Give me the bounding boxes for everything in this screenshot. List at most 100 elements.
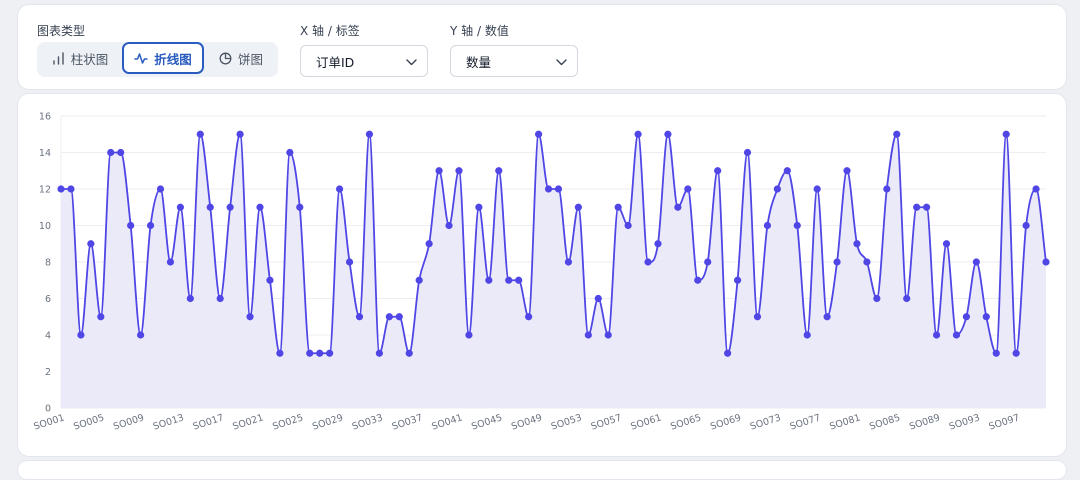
data-point xyxy=(176,203,184,211)
data-point xyxy=(525,313,533,321)
x-tick-label: SO069 xyxy=(709,412,742,432)
area-fill xyxy=(61,134,1046,408)
chevron-down-icon xyxy=(406,54,417,69)
data-point xyxy=(236,130,244,138)
data-point xyxy=(1042,258,1050,266)
y-axis-ticks: 0 2 4 6 8 10 12 14 16 xyxy=(39,112,51,415)
data-point xyxy=(306,349,314,357)
data-point xyxy=(664,130,672,138)
x-tick-label: SO049 xyxy=(510,412,543,432)
data-point xyxy=(883,185,891,193)
x-tick-label: SO097 xyxy=(988,412,1021,432)
x-tick-label: SO021 xyxy=(231,412,264,432)
x-tick-label: SO061 xyxy=(629,412,662,432)
pie-chart-button[interactable]: 饼图 xyxy=(207,43,275,74)
data-point xyxy=(544,185,553,193)
x-tick-label: SO001 xyxy=(32,412,65,432)
data-point xyxy=(365,130,374,138)
data-point xyxy=(674,203,682,211)
data-point xyxy=(574,203,582,211)
data-point xyxy=(316,349,324,357)
data-point xyxy=(813,185,821,193)
x-tick-label: SO081 xyxy=(828,412,861,432)
data-point xyxy=(982,313,990,321)
y-axis-select-value: 数量 xyxy=(466,54,492,70)
y-tick-label: 16 xyxy=(39,112,51,123)
y-tick-label: 8 xyxy=(45,258,51,269)
x-tick-label: SO029 xyxy=(311,412,344,432)
data-point xyxy=(604,331,612,339)
data-point xyxy=(753,313,762,321)
data-point xyxy=(863,258,871,266)
data-point xyxy=(654,240,662,248)
line-chart-button-label: 折线图 xyxy=(154,51,192,67)
data-point xyxy=(893,130,901,138)
bar-chart-button[interactable]: 柱状图 xyxy=(40,43,120,74)
series-area xyxy=(61,134,1046,408)
data-point xyxy=(405,349,413,357)
data-point xyxy=(326,349,334,357)
data-point xyxy=(246,313,254,321)
data-point xyxy=(853,240,861,248)
y-tick-label: 4 xyxy=(45,331,51,342)
y-axis-label: Y 轴 / 数值 xyxy=(450,24,509,38)
pie-chart-icon xyxy=(219,52,232,65)
data-point xyxy=(107,148,115,157)
x-tick-label: SO077 xyxy=(789,412,822,432)
data-point xyxy=(435,167,443,175)
data-point xyxy=(704,258,712,266)
data-point xyxy=(495,167,503,175)
data-point xyxy=(823,313,831,321)
x-tick-label: SO009 xyxy=(112,412,145,432)
chevron-down-icon xyxy=(556,54,567,69)
line-chart-icon xyxy=(134,52,148,65)
data-point xyxy=(843,167,851,175)
chart-type-segmented-control: 柱状图 折线图 饼图 xyxy=(37,42,278,77)
data-point xyxy=(385,313,393,321)
data-point xyxy=(634,130,642,138)
data-point xyxy=(146,221,155,230)
y-tick-label: 6 xyxy=(45,294,51,305)
data-point xyxy=(375,349,383,357)
data-point xyxy=(1012,349,1020,357)
data-point xyxy=(534,130,543,138)
x-axis-label: X 轴 / 标签 xyxy=(300,24,360,38)
data-point xyxy=(833,258,841,266)
data-point xyxy=(962,313,971,321)
data-point xyxy=(335,185,344,193)
data-point xyxy=(226,203,234,211)
data-point xyxy=(773,185,781,193)
bar-chart-icon xyxy=(52,52,65,65)
data-point xyxy=(256,203,264,211)
x-tick-label: SO073 xyxy=(749,412,782,432)
data-point xyxy=(1022,221,1030,230)
data-point xyxy=(166,258,175,266)
y-tick-label: 0 xyxy=(45,404,51,415)
data-point xyxy=(355,313,364,321)
data-point xyxy=(694,276,702,284)
line-chart-button[interactable]: 折线图 xyxy=(122,42,204,74)
x-tick-label: SO089 xyxy=(908,412,941,432)
data-point xyxy=(972,258,980,266)
y-tick-label: 10 xyxy=(39,221,51,232)
data-point xyxy=(67,185,75,193)
data-point xyxy=(1002,130,1010,138)
x-tick-label: SO065 xyxy=(669,412,702,432)
data-point xyxy=(445,221,453,230)
data-point xyxy=(276,349,284,357)
chart-panel: 0 2 4 6 8 10 12 14 16 SO001 SO005 SO009 SO013 SO017 S… xyxy=(17,93,1067,457)
data-point xyxy=(266,276,274,284)
data-point xyxy=(206,203,214,211)
data-point xyxy=(77,331,85,339)
data-point xyxy=(196,130,204,138)
data-point xyxy=(505,276,513,284)
y-axis-select[interactable]: 数量 xyxy=(450,45,578,77)
data-point xyxy=(743,148,752,157)
data-point xyxy=(923,203,931,211)
bar-chart-button-label: 柱状图 xyxy=(70,52,109,67)
data-point xyxy=(127,221,135,230)
data-point xyxy=(345,258,354,266)
x-axis-select[interactable]: 订单ID xyxy=(300,45,428,77)
pie-chart-button-label: 饼图 xyxy=(237,52,263,67)
